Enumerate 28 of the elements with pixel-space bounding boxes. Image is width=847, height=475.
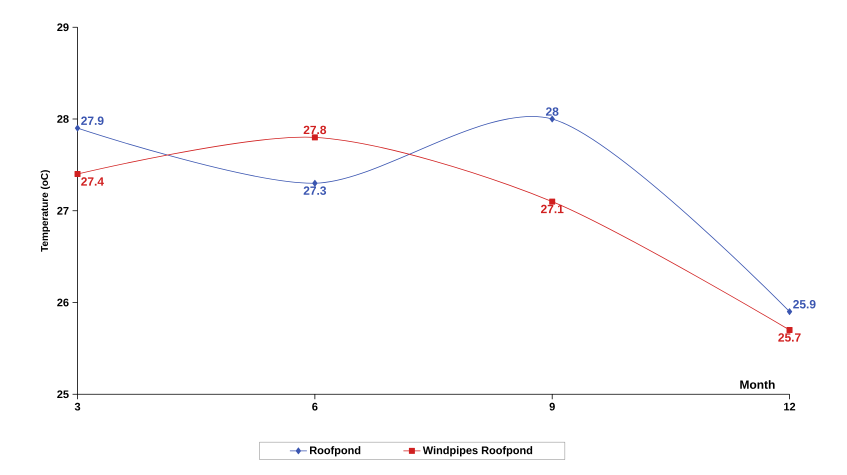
x-tick-label: 6	[312, 402, 318, 411]
x-axis-title: Month	[740, 380, 775, 389]
point	[550, 116, 555, 122]
x-tick-label: 12	[784, 402, 796, 410]
y-tick-label: 28	[57, 115, 69, 123]
data-label: 28	[546, 107, 558, 116]
data-label: 27.3	[304, 186, 326, 195]
point	[549, 198, 556, 205]
point	[786, 327, 793, 334]
data-label: 27.1	[540, 204, 564, 214]
point	[74, 124, 80, 132]
data-label: 27.9	[81, 116, 104, 125]
data-label: 27.8	[304, 126, 326, 134]
y-tick-label: 29	[57, 23, 69, 32]
point	[786, 308, 792, 316]
point	[74, 171, 81, 178]
x-tick-label: 3	[74, 402, 80, 411]
y-tick-label: 25	[57, 390, 69, 398]
y-tick-label: 27	[57, 206, 69, 215]
y-tick-label: 26	[57, 298, 69, 306]
x-tick-label: 9	[550, 402, 555, 411]
y-axis-title: Temperature (oC)	[40, 170, 50, 252]
legend-label: Roofpond	[310, 446, 360, 456]
data-label: 25.7	[778, 333, 801, 342]
point	[312, 134, 318, 140]
data-label: 27.4	[81, 177, 104, 186]
data-label: 25.9	[793, 300, 816, 308]
legend-label: Windpipes Roofpond	[422, 446, 532, 456]
